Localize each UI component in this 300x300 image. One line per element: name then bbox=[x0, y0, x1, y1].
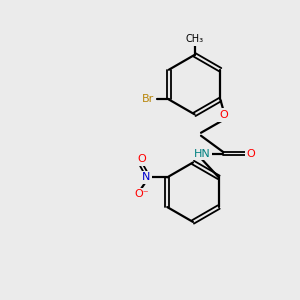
Text: O: O bbox=[137, 154, 146, 164]
Text: CH₃: CH₃ bbox=[185, 34, 204, 44]
Text: O⁻: O⁻ bbox=[134, 189, 149, 199]
Text: O: O bbox=[219, 110, 228, 120]
Text: Br: Br bbox=[142, 94, 154, 104]
Text: N: N bbox=[142, 172, 150, 182]
Text: HN: HN bbox=[194, 148, 210, 159]
Text: O: O bbox=[247, 148, 256, 159]
